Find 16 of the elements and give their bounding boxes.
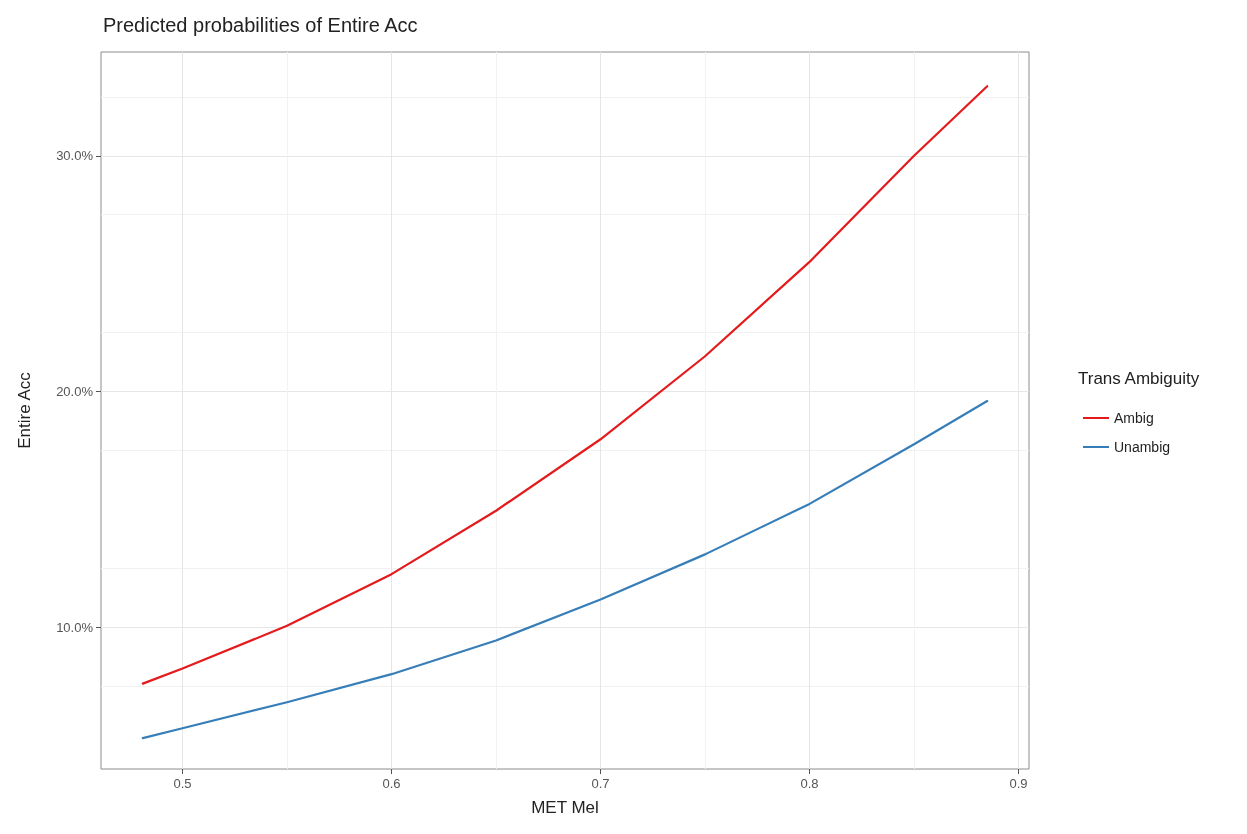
y-tick-label: 30.0% xyxy=(56,148,94,164)
line-series xyxy=(141,399,989,740)
legend-label: Ambig xyxy=(1114,410,1154,426)
x-axis-title: MET Mel xyxy=(531,798,599,817)
y-tick-label: 10.0% xyxy=(56,619,94,635)
x-tick-label: 0.5 xyxy=(173,776,192,791)
x-tick-label: 0.9 xyxy=(1009,776,1028,791)
x-tick-label: 0.6 xyxy=(382,776,401,791)
y-axis-title: Entire Acc xyxy=(15,371,34,449)
x-tick-label: 0.7 xyxy=(591,776,610,791)
chart-title: Predicted probabilities of Entire Acc xyxy=(103,14,418,36)
y-tick-label: 20.0% xyxy=(56,384,94,400)
legend-label: Unambig xyxy=(1114,439,1171,455)
line-series xyxy=(141,85,989,685)
x-tick-label: 0.8 xyxy=(800,776,819,791)
legend-title: Trans Ambiguity xyxy=(1078,369,1200,388)
